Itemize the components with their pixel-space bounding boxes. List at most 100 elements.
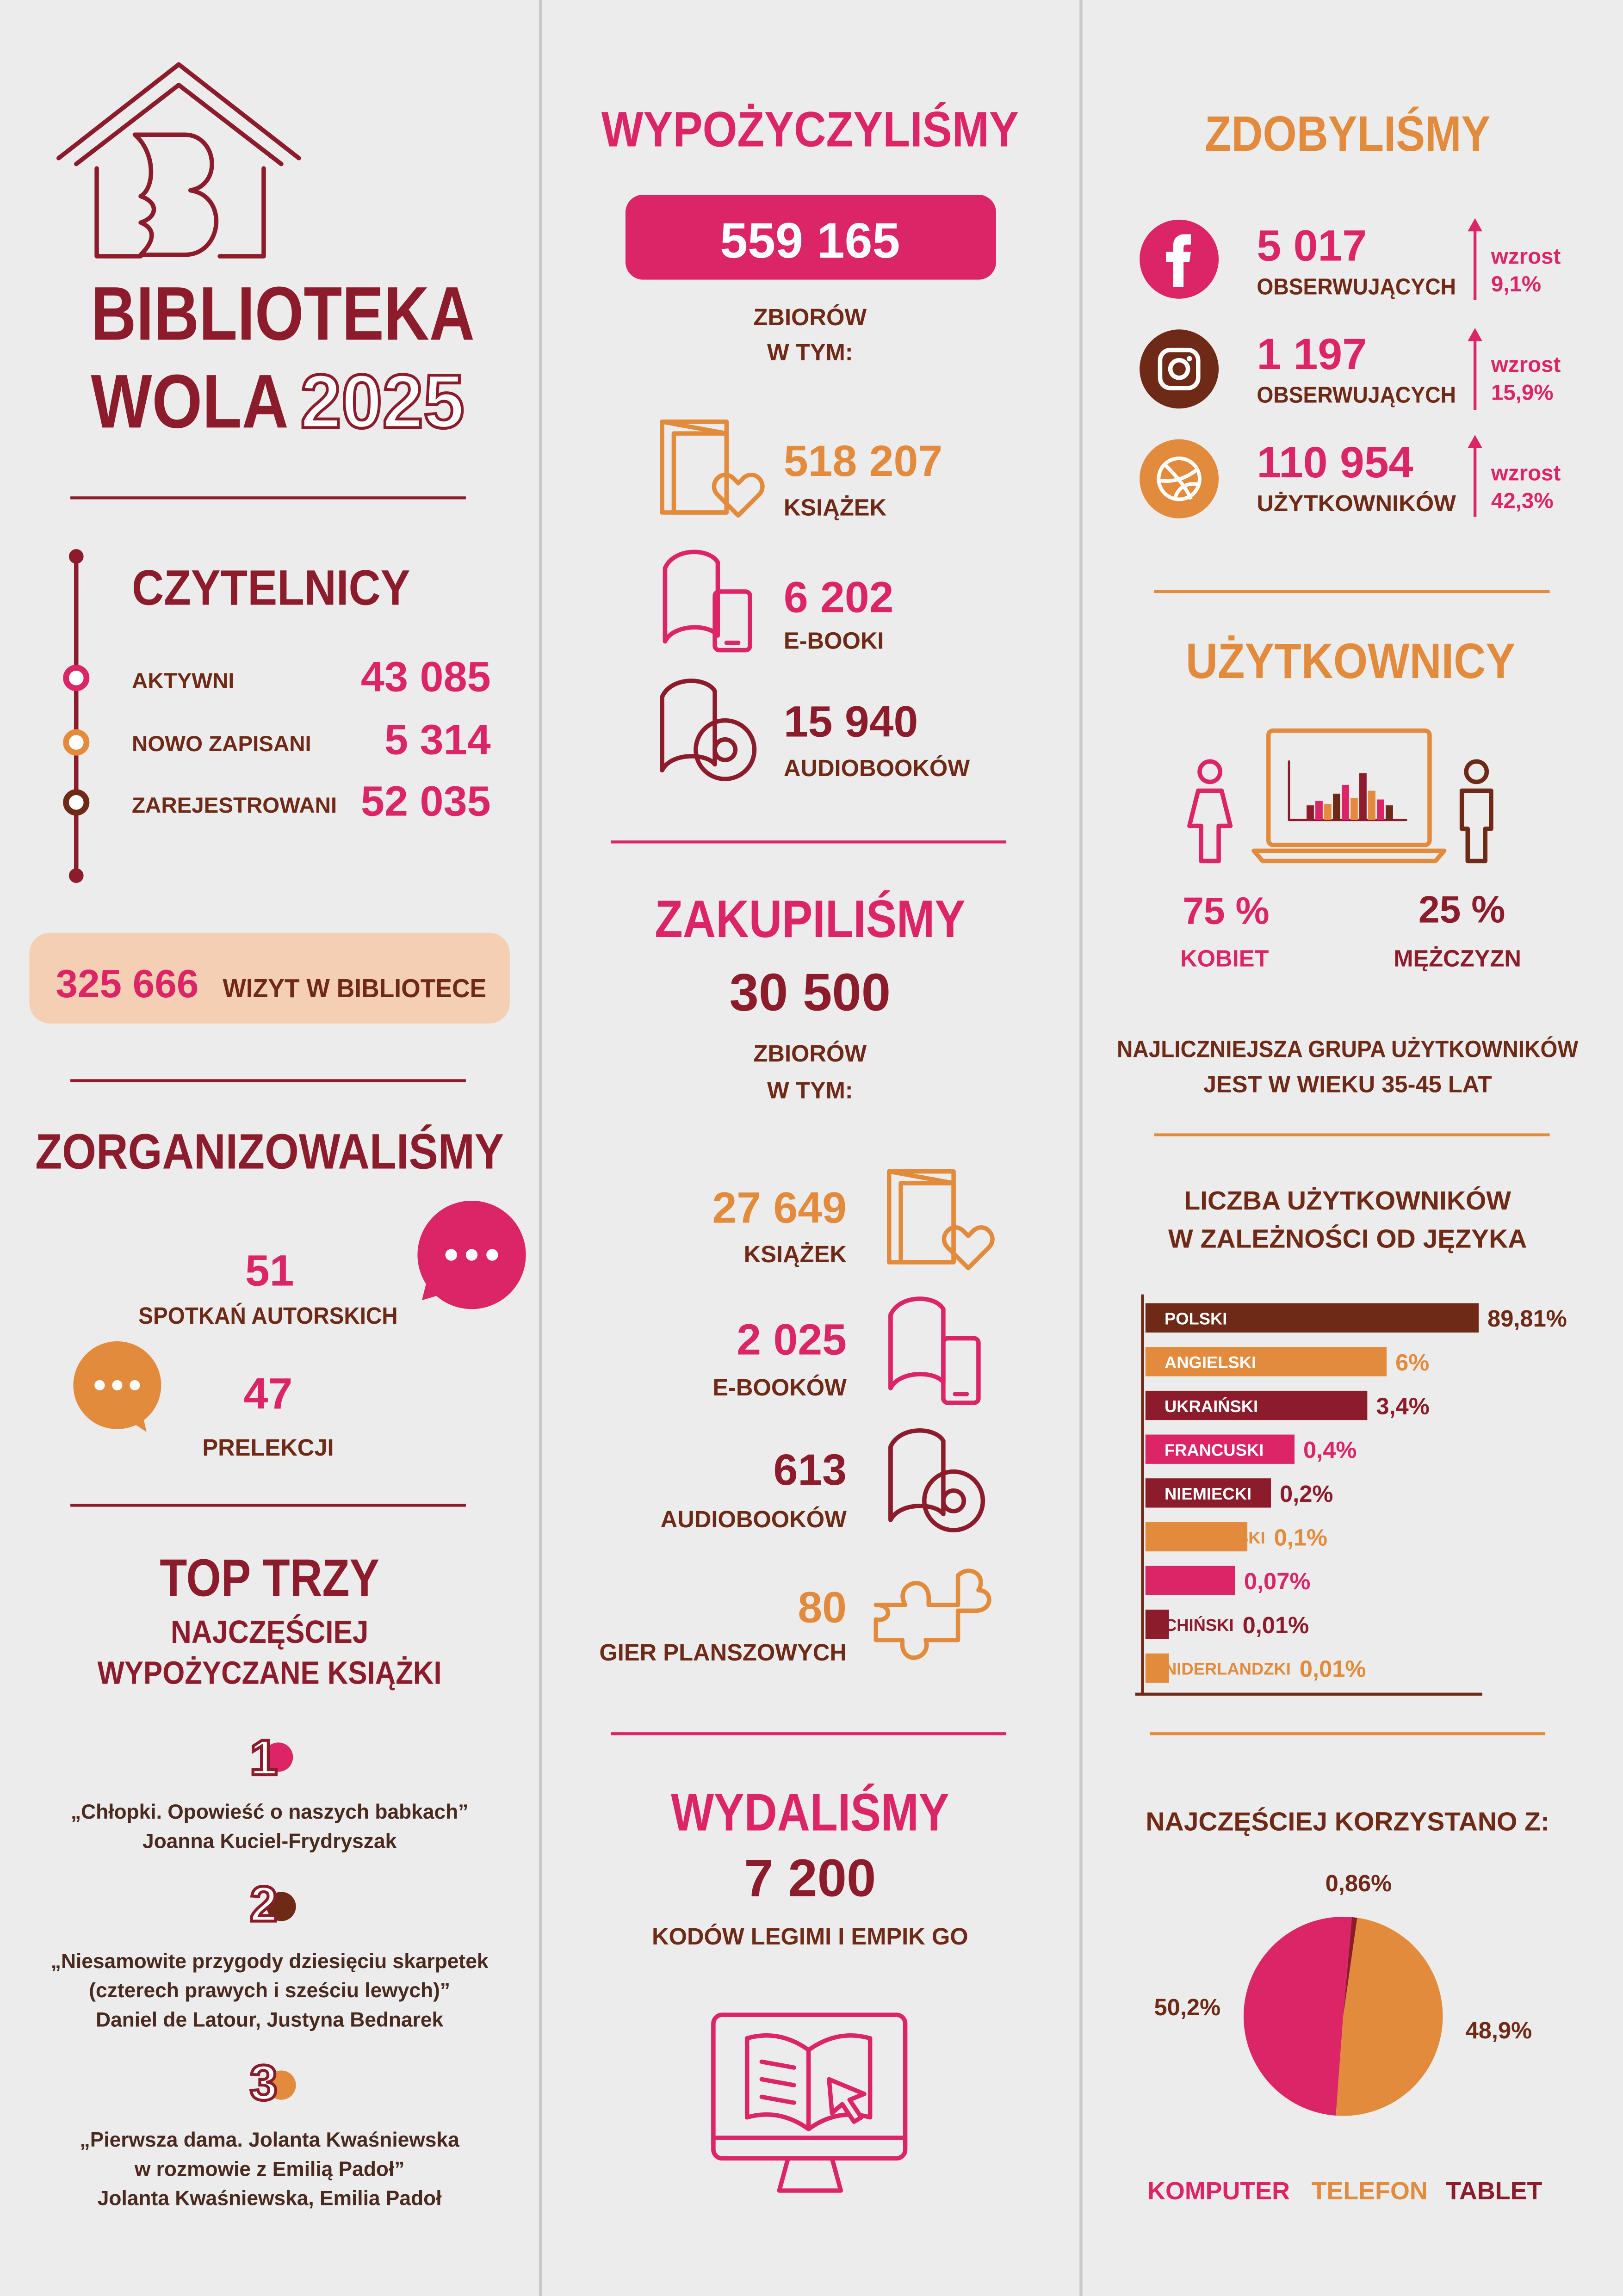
timeline	[63, 665, 90, 691]
label: NOWO ZAPISANI	[132, 732, 311, 756]
icon-mini-chart	[1342, 784, 1349, 820]
icon-man	[1464, 759, 1489, 784]
icon-laptop	[1251, 848, 1447, 864]
icon-mini-chart	[1307, 805, 1314, 820]
chart-title: LICZBA UŻYTKOWNIKÓW	[1184, 1186, 1511, 1216]
rank-dot	[263, 1742, 296, 2100]
growth-arrow	[1468, 218, 1482, 517]
section-divider	[70, 496, 1550, 1735]
logo-house	[56, 62, 301, 160]
icon-dribbble	[1140, 439, 1219, 518]
growth-value: 42,3%	[1491, 489, 1554, 513]
icon-audiobook	[888, 1428, 985, 1533]
value-label: 89,81%	[1487, 1305, 1567, 1332]
value: 25 %	[1419, 888, 1505, 931]
value: 6 202	[784, 573, 894, 622]
bar	[1145, 1434, 1295, 1464]
book-line: Jolanta Kwaśniewska, Emilia Padoł	[98, 2187, 442, 2210]
icon-instagram	[1187, 356, 1192, 362]
label: KSIĄŻEK	[744, 1241, 847, 1267]
icon-mini-chart	[1386, 805, 1393, 820]
value: 80	[798, 1583, 847, 1632]
icon-mini-chart	[1333, 793, 1340, 820]
logo-house	[132, 132, 219, 257]
icon-mini-chart	[1368, 790, 1375, 820]
pie-slice	[1336, 1918, 1443, 2116]
bar	[1145, 1390, 1368, 1420]
timeline	[63, 789, 90, 816]
icon-monitor	[744, 2033, 873, 2131]
chart-title: W ZALEŻNOŚCI OD JĘZYKA	[1168, 1224, 1527, 1253]
pie-slice	[1243, 1917, 1352, 2116]
value-label: 50,2%	[1154, 1994, 1221, 2020]
label: KOBIET	[1180, 945, 1269, 971]
rank: 1	[250, 1730, 278, 1785]
speech-bubble	[94, 1380, 105, 1390]
growth-label: wzrost	[1491, 461, 1561, 485]
icon-man	[1459, 759, 1493, 864]
icon-dribbble	[1157, 456, 1202, 501]
value-label: 3,4%	[1376, 1393, 1429, 1420]
icon-audiobook	[712, 737, 738, 762]
label: W TYM:	[767, 1077, 853, 1103]
icon-instagram	[1140, 329, 1219, 409]
speech-bubble	[465, 1249, 478, 1261]
total: 559 165	[720, 213, 900, 268]
value-label: 0,2%	[1280, 1481, 1333, 1507]
growth-value: 9,1%	[1491, 272, 1541, 296]
icon-mini-chart	[1315, 801, 1323, 820]
section-title: ZDOBYLIŚMY	[1205, 106, 1490, 161]
bar	[1145, 1566, 1235, 1595]
label: UŻYTKOWNIKÓW	[1257, 490, 1456, 516]
icon-dribbble	[1157, 456, 1202, 501]
speech-bubble	[130, 1380, 140, 1390]
label: AKTYWNI	[132, 669, 235, 693]
label: PRELEKCJI	[202, 1434, 334, 1461]
icon-dribbble	[1163, 463, 1193, 500]
timeline	[68, 868, 84, 883]
chart-title: NAJCZĘŚCIEJ KORZYSTANO Z:	[1146, 1807, 1549, 1836]
icon-monitor	[759, 2077, 796, 2087]
visits-box	[29, 932, 510, 1024]
label: OBSERWUJĄCYCH	[1257, 274, 1456, 299]
rank: 2	[250, 1876, 278, 1932]
section-title: ZAKUPILIŚMY	[655, 890, 965, 949]
bar	[1145, 1347, 1387, 1376]
legend-entry: TABLET	[1446, 2177, 1542, 2205]
icon-ebook	[663, 549, 720, 644]
icon-puzzle	[873, 1568, 991, 1660]
icon-woman	[1187, 759, 1233, 864]
label: AUDIOBOOKÓW	[661, 1506, 847, 1532]
bar	[1145, 1303, 1479, 1333]
label: AUDIOBOOKÓW	[784, 755, 970, 781]
total: 30 500	[730, 963, 891, 1022]
icon-books	[942, 1225, 995, 1271]
label: ZAREJESTROWANI	[132, 793, 337, 818]
value-label: 0,1%	[1274, 1524, 1327, 1551]
value: 5 314	[384, 716, 491, 763]
pie-slice	[1343, 1917, 1357, 2017]
logo-house	[74, 82, 284, 167]
section-title: WYPOŻYCZYLIŚMY	[601, 102, 1019, 157]
icon-audiobook	[660, 679, 717, 772]
timeline	[63, 549, 90, 883]
icon-monitor	[711, 2012, 908, 2193]
label: KODÓW LEGIMI I EMPIK GO	[652, 1923, 968, 1950]
icon-monitor	[759, 2094, 796, 2105]
value: 52 035	[361, 778, 491, 825]
growth-arrow	[1468, 218, 1482, 232]
icon-laptop	[1251, 728, 1447, 864]
icon-instagram	[1168, 358, 1190, 380]
label: GIER PLANSZOWYCH	[599, 1639, 847, 1666]
speech-bubble	[486, 1249, 498, 1261]
icon-monitor	[777, 2156, 843, 2193]
icon-mini-chart	[1350, 798, 1358, 820]
icon-books	[712, 472, 765, 518]
icon-monitor	[711, 2012, 908, 2161]
value: 2 025	[737, 1315, 847, 1364]
label: MĘŻCZYZN	[1394, 945, 1521, 971]
icon-instagram	[1140, 329, 1219, 409]
icon-woman	[1197, 759, 1223, 784]
title-year: 2025	[300, 358, 465, 444]
